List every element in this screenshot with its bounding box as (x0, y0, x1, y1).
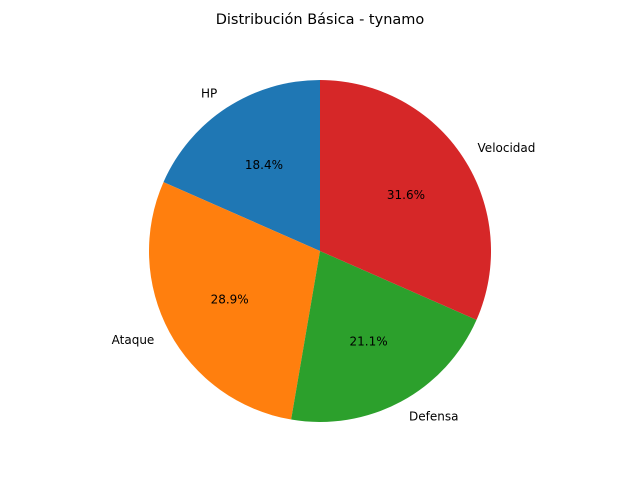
slice-pct-defensa: 21.1% (350, 334, 388, 348)
slice-label-defensa: Defensa (409, 410, 458, 424)
pie-slice-ataque (148, 182, 320, 420)
slice-label-ataque: Ataque (112, 333, 155, 347)
pie-labels: HP 18.4% Ataque 28.9% Defensa 21.1% Velocidad 3… (112, 86, 536, 423)
pie-slice-defensa (291, 251, 477, 423)
pie-slices (148, 79, 492, 423)
chart-title: Distribución Básica - tynamo (215, 12, 425, 28)
slice-pct-hp: 18.4% (245, 158, 283, 172)
slice-pct-velocidad: 31.6% (387, 188, 425, 202)
slice-pct-ataque: 28.9% (211, 293, 249, 307)
pie-slice-velocidad (320, 80, 492, 320)
slice-label-hp: HP (201, 86, 217, 100)
slice-label-velocidad: Velocidad (478, 141, 536, 155)
pie-slice-hp (163, 79, 320, 251)
